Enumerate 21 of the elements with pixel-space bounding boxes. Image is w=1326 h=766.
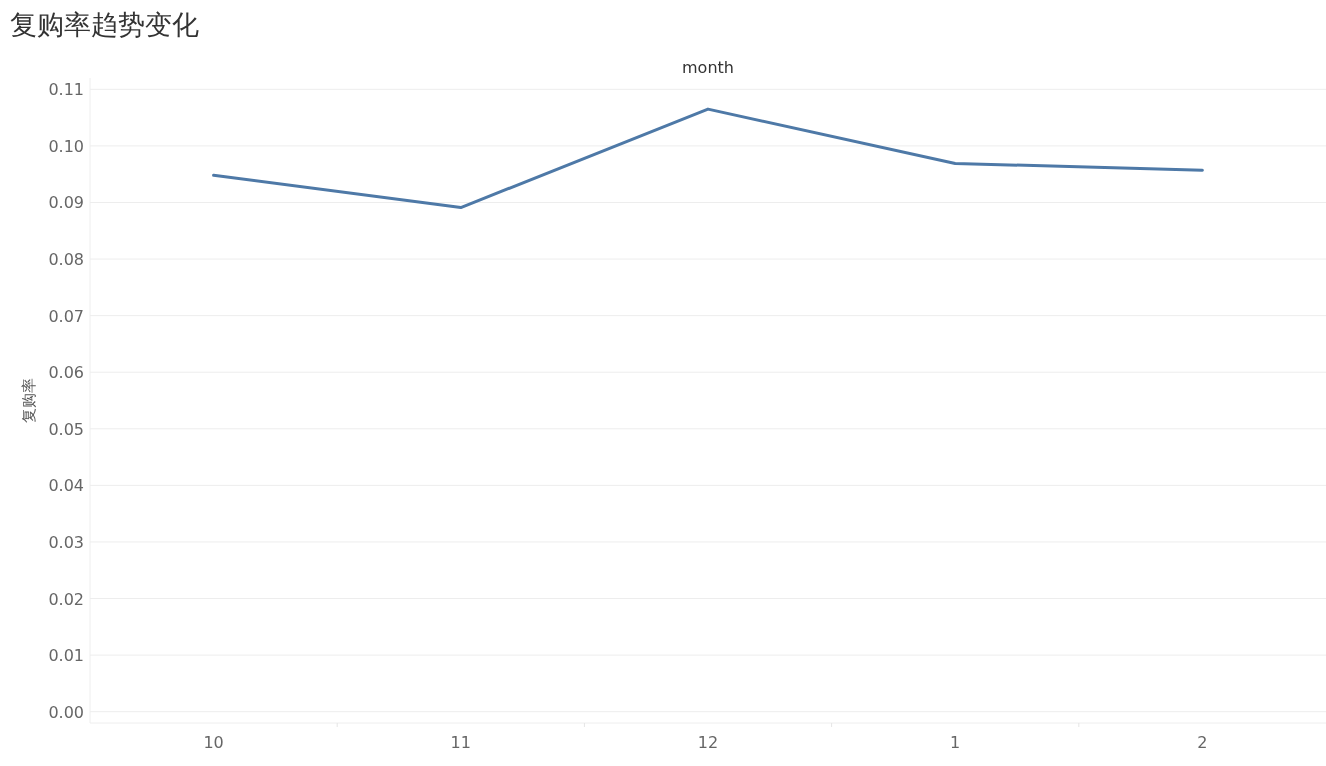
x-tick-label: 11 [450, 733, 471, 752]
x-tick-label: 12 [697, 733, 719, 752]
x-axis-title: month [682, 58, 734, 77]
y-tick-label: 0.03 [48, 532, 84, 552]
y-tick-label: 0.09 [48, 193, 84, 213]
y-tick-label: 0.00 [48, 702, 84, 722]
x-tick-label: 1 [950, 733, 961, 752]
y-axis-title: 复购率 [20, 378, 38, 423]
y-tick-label: 0.07 [48, 306, 84, 326]
x-tick-label: 10 [203, 733, 224, 752]
x-tick-label: 2 [1197, 733, 1208, 752]
chart-title: 复购率趋势变化 [10, 9, 199, 40]
y-tick-label: 0.11 [48, 80, 84, 100]
y-tick-label: 0.08 [48, 250, 84, 270]
y-tick-label: 0.02 [48, 589, 84, 609]
y-tick-label: 0.05 [48, 419, 84, 439]
line-series [212, 107, 1204, 210]
y-tick-label: 0.06 [48, 363, 84, 383]
y-tick-label: 0.04 [48, 476, 84, 496]
y-tick-label: 0.10 [48, 136, 84, 156]
y-tick-label: 0.01 [48, 646, 84, 666]
